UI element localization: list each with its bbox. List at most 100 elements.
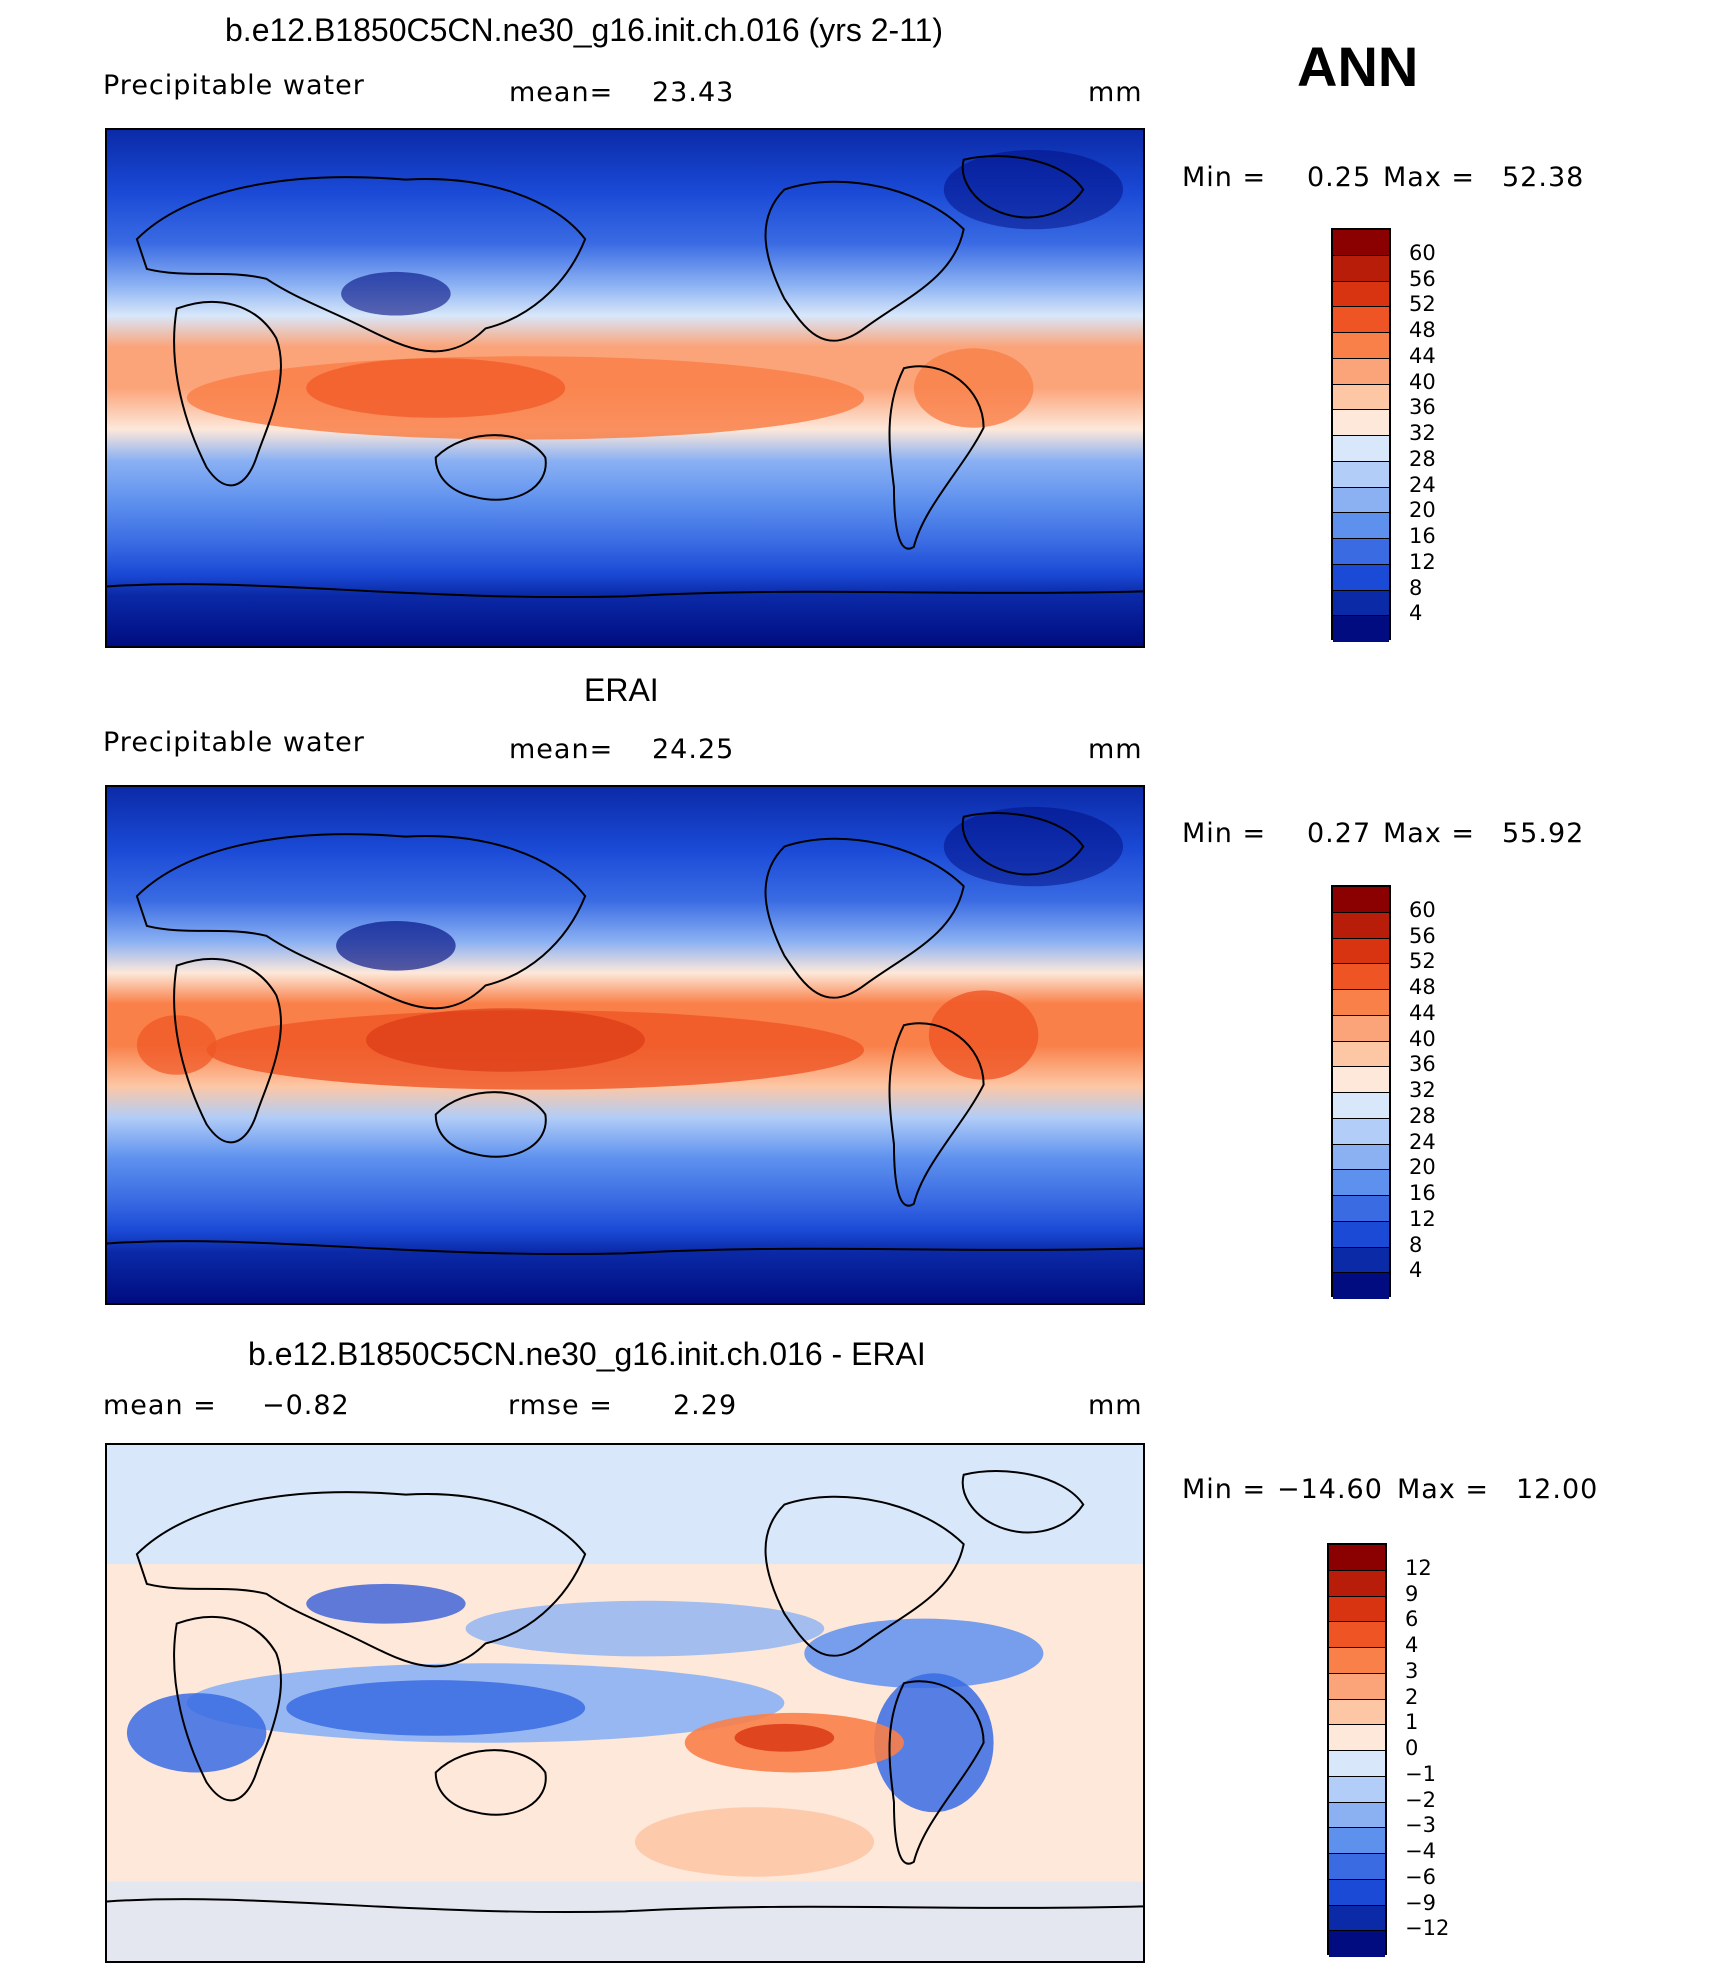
panel1-max-label: Max =: [1383, 162, 1476, 193]
colorbar-swatch: [1333, 564, 1389, 591]
colorbar-swatch: [1333, 1144, 1389, 1171]
colorbar-tick-label: 0: [1405, 1736, 1419, 1760]
colorbar-swatch: [1333, 281, 1389, 308]
panel2-variable: Precipitable water: [103, 727, 365, 758]
panel2-mean-value: 24.25: [652, 734, 735, 765]
colorbar-tick-label: 60: [1409, 897, 1436, 922]
panel2-min-label: Min =: [1182, 818, 1267, 849]
colorbar-tick-label: 48: [1409, 975, 1436, 999]
colorbar-tick-label: 16: [1409, 524, 1436, 548]
colorbar-tick-label: 4: [1405, 1633, 1419, 1657]
colorbar-swatch: [1329, 1879, 1385, 1906]
colorbar-tick-label: 36: [1409, 1052, 1436, 1077]
colorbar-swatch: [1333, 1118, 1389, 1145]
colorbar-tick-label: 12: [1409, 549, 1436, 574]
panel1-min-value: 0.25: [1307, 162, 1372, 193]
panel1-mean-value: 23.43: [652, 77, 735, 108]
colorbar-swatch: [1333, 1093, 1389, 1119]
colorbar-tick-label: 40: [1409, 369, 1436, 394]
colorbar-tick-label: 20: [1409, 498, 1436, 523]
panel3-units: mm: [1088, 1390, 1143, 1421]
panel3-rmse-label: rmse =: [508, 1390, 613, 1421]
colorbar-tick-label: 56: [1409, 266, 1436, 291]
colorbar-swatch: [1333, 410, 1389, 436]
colorbar-tick-label: 2: [1405, 1684, 1419, 1709]
panel3-max-value: 12.00: [1516, 1474, 1599, 1505]
colorbar-tick-label: −12: [1405, 1916, 1450, 1941]
colorbar-tick-label: −6: [1405, 1864, 1436, 1889]
colorbar-tick-label: 52: [1409, 949, 1436, 974]
colorbar-swatch: [1329, 1802, 1385, 1829]
colorbar-swatch: [1333, 358, 1389, 385]
panel3-min-value: −14.60: [1277, 1474, 1383, 1505]
panel3-title: b.e12.B1850C5CN.ne30_g16.init.ch.016 - E…: [248, 1336, 926, 1372]
colorbar-tick-label: 1: [1405, 1710, 1419, 1735]
colorbar-swatch: [1333, 1067, 1389, 1093]
panel1-map: [105, 128, 1145, 648]
colorbar-swatch: [1329, 1699, 1385, 1726]
colorbar-swatch: [1329, 1828, 1385, 1854]
colorbar-tick-label: 3: [1405, 1658, 1419, 1683]
panel2-min-value: 0.27: [1307, 818, 1372, 849]
colorbar-swatch: [1333, 938, 1389, 965]
colorbar-tick-label: 28: [1409, 1103, 1436, 1128]
colorbar-swatch: [1329, 1854, 1385, 1880]
colorbar-tick-label: 44: [1409, 343, 1436, 368]
colorbar-tick-label: 36: [1409, 395, 1436, 420]
colorbar-swatch: [1333, 1221, 1389, 1248]
colorbar-swatch: [1333, 1247, 1389, 1274]
colorbar-tick-label: 24: [1409, 1129, 1436, 1154]
colorbar-swatch: [1333, 487, 1389, 514]
colorbar-tick-label: 12: [1405, 1555, 1432, 1580]
colorbar-swatch: [1333, 1015, 1389, 1042]
colorbar-tick-label: 12: [1409, 1206, 1436, 1231]
panel3-mean-label: mean =: [103, 1390, 217, 1421]
colorbar-tick-label: 48: [1409, 318, 1436, 342]
colorbar-swatch: [1333, 1273, 1389, 1299]
panel2-map: [105, 785, 1145, 1305]
panel3-max-label: Max =: [1397, 1474, 1490, 1505]
panel3-rmse-value: 2.29: [673, 1390, 738, 1421]
panel2-units: mm: [1088, 734, 1143, 765]
colorbar-swatch: [1333, 307, 1389, 333]
colorbar-swatch: [1329, 1751, 1385, 1777]
colorbar-tick-label: 20: [1409, 1155, 1436, 1180]
panel3-mean-value: −0.82: [262, 1390, 350, 1421]
colorbar-swatch: [1333, 230, 1389, 256]
colorbar-tick-label: 44: [1409, 1000, 1436, 1025]
colorbar-tick-label: 60: [1409, 240, 1436, 265]
colorbar-swatch: [1333, 539, 1389, 565]
panel1-max-value: 52.38: [1502, 162, 1585, 193]
panel2-title: ERAI: [584, 672, 659, 708]
colorbar-swatch: [1333, 990, 1389, 1016]
colorbar-swatch: [1333, 912, 1389, 939]
colorbar-tick-label: 9: [1405, 1581, 1419, 1606]
colorbar-swatch: [1333, 461, 1389, 488]
colorbar-tick-label: 24: [1409, 472, 1436, 497]
panel1-min-label: Min =: [1182, 162, 1267, 193]
colorbar-tick-label: 16: [1409, 1181, 1436, 1205]
panel1-mean-label: mean=: [509, 77, 614, 108]
colorbar-tick-label: 28: [1409, 446, 1436, 471]
colorbar-tick-label: 8: [1409, 1232, 1423, 1257]
colorbar-swatch: [1333, 590, 1389, 617]
colorbar-swatch: [1333, 964, 1389, 990]
colorbar-swatch: [1333, 616, 1389, 642]
panel1-title: b.e12.B1850C5CN.ne30_g16.init.ch.016 (yr…: [225, 12, 944, 48]
panel2-colorbar: [1331, 885, 1391, 1299]
panel2-mean-label: mean=: [509, 734, 614, 765]
colorbar-swatch: [1333, 513, 1389, 539]
colorbar-swatch: [1329, 1648, 1385, 1674]
panel2-max-value: 55.92: [1502, 818, 1585, 849]
colorbar-swatch: [1329, 1776, 1385, 1803]
colorbar-tick-label: 8: [1409, 575, 1423, 600]
colorbar-swatch: [1329, 1570, 1385, 1597]
colorbar-tick-label: −3: [1405, 1813, 1436, 1838]
colorbar-tick-label: −1: [1405, 1761, 1436, 1786]
colorbar-swatch: [1329, 1931, 1385, 1957]
colorbar-tick-label: −4: [1405, 1839, 1436, 1863]
colorbar-tick-label: −2: [1405, 1787, 1436, 1812]
colorbar-tick-label: 56: [1409, 923, 1436, 948]
colorbar-swatch: [1333, 1196, 1389, 1222]
colorbar-swatch: [1329, 1596, 1385, 1623]
